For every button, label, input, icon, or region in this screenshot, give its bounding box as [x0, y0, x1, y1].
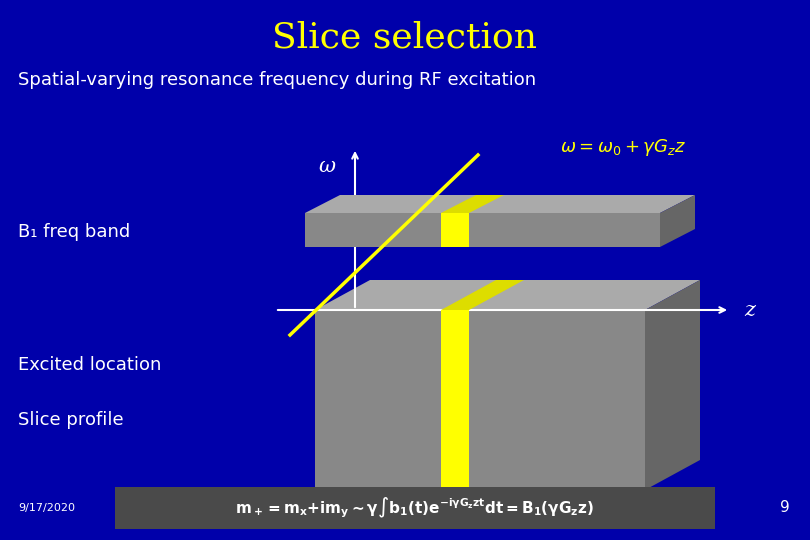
- Polygon shape: [305, 213, 660, 247]
- Text: Slice profile: Slice profile: [18, 411, 124, 429]
- Text: $\omega = \omega_0 + \gamma G_z z$: $\omega = \omega_0 + \gamma G_z z$: [560, 138, 686, 159]
- Text: $\mathbf{m_+ = m_x{+}im_y \sim \gamma \int b_1(t)e^{-i\gamma G_z zt}dt = B_1(\ga: $\mathbf{m_+ = m_x{+}im_y \sim \gamma \i…: [236, 496, 595, 520]
- Text: z: z: [744, 300, 756, 320]
- Text: Spatial-varying resonance frequency during RF excitation: Spatial-varying resonance frequency duri…: [18, 71, 536, 89]
- Polygon shape: [645, 280, 700, 490]
- Polygon shape: [441, 280, 524, 310]
- Polygon shape: [441, 213, 469, 247]
- Text: Slice selection: Slice selection: [272, 21, 538, 55]
- Text: 9: 9: [780, 501, 790, 516]
- Polygon shape: [441, 195, 504, 213]
- Text: Excited location: Excited location: [18, 356, 161, 374]
- Polygon shape: [441, 310, 469, 490]
- Polygon shape: [660, 195, 695, 247]
- Text: ω: ω: [318, 158, 335, 177]
- FancyBboxPatch shape: [115, 487, 715, 529]
- Polygon shape: [305, 195, 695, 213]
- Text: 9/17/2020: 9/17/2020: [18, 503, 75, 513]
- Polygon shape: [315, 280, 700, 310]
- Text: B₁ freq band: B₁ freq band: [18, 223, 130, 241]
- Polygon shape: [315, 310, 645, 490]
